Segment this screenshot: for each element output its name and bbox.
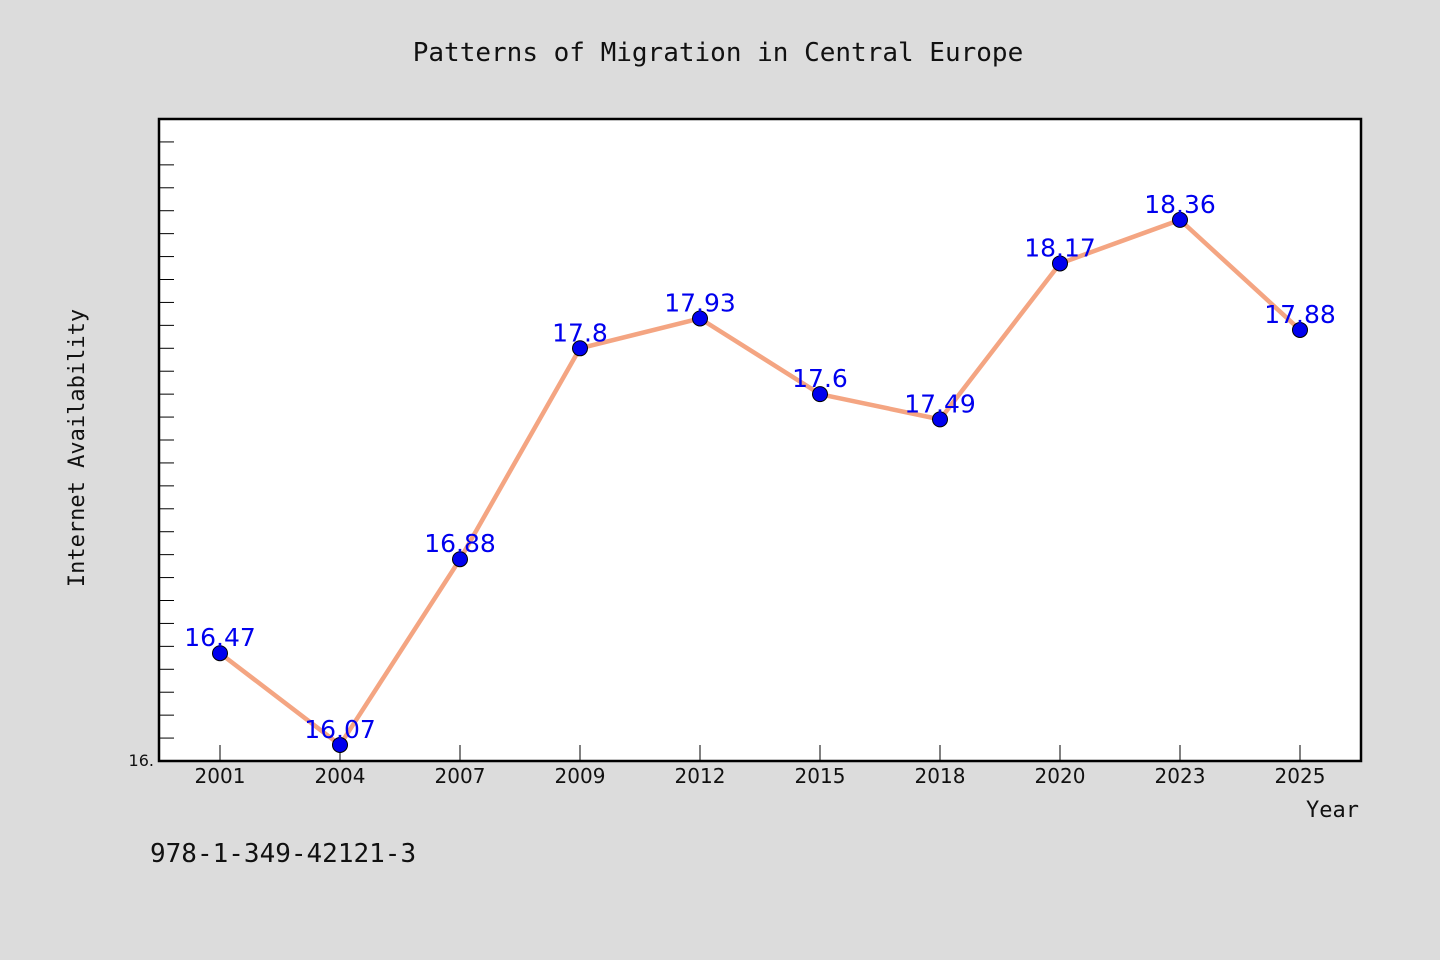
series-line bbox=[218, 217, 1302, 748]
data-point bbox=[692, 310, 708, 327]
data-point bbox=[1172, 211, 1188, 228]
data-label: 17.6 bbox=[792, 364, 848, 393]
x-axis-label: Year bbox=[1306, 798, 1359, 823]
data-point bbox=[932, 411, 948, 428]
y-axis-label: Internet Availability bbox=[65, 309, 90, 587]
x-tick-label: 2020 bbox=[1035, 764, 1086, 788]
y-tick-label: 16. bbox=[129, 751, 154, 770]
data-point bbox=[1052, 255, 1068, 272]
isbn-label: 978-1-349-42121-3 bbox=[150, 839, 416, 869]
x-tick-label: 2018 bbox=[915, 764, 966, 788]
data-point bbox=[572, 340, 588, 357]
data-label: 17.93 bbox=[664, 288, 736, 317]
data-label: 18.17 bbox=[1024, 233, 1096, 262]
y-axis-ticks: 16. bbox=[129, 118, 174, 770]
x-tick-label: 2015 bbox=[795, 764, 846, 788]
x-tick-label: 2007 bbox=[435, 764, 486, 788]
data-label: 16.07 bbox=[304, 715, 376, 744]
x-tick-label: 2025 bbox=[1275, 764, 1326, 788]
data-point bbox=[212, 645, 228, 662]
data-point bbox=[452, 551, 468, 568]
x-tick-label: 2009 bbox=[555, 764, 606, 788]
data-point bbox=[332, 736, 348, 753]
series-group: 16.47 16.07 16.88 17.8 17.93 17.6 17.49 18.17 18… bbox=[184, 190, 1336, 753]
data-label: 17.49 bbox=[904, 389, 976, 418]
data-label: 17.8 bbox=[552, 318, 608, 347]
chart-title: Patterns of Migration in Central Europe bbox=[413, 38, 1023, 68]
data-label: 16.88 bbox=[424, 529, 496, 558]
x-tick-label: 2004 bbox=[315, 764, 366, 788]
data-label: 16.47 bbox=[184, 623, 256, 652]
data-point bbox=[1292, 321, 1308, 338]
x-tick-label: 2012 bbox=[675, 764, 726, 788]
data-label: 18.36 bbox=[1144, 190, 1216, 219]
x-tick-label: 2023 bbox=[1155, 764, 1206, 788]
x-tick-label: 2001 bbox=[195, 764, 246, 788]
data-label: 17.88 bbox=[1264, 300, 1336, 329]
x-axis-ticks: 2001 2004 2007 2009 2012 2015 2018 2020 2023 2025 bbox=[195, 745, 1326, 788]
data-point bbox=[812, 386, 828, 403]
